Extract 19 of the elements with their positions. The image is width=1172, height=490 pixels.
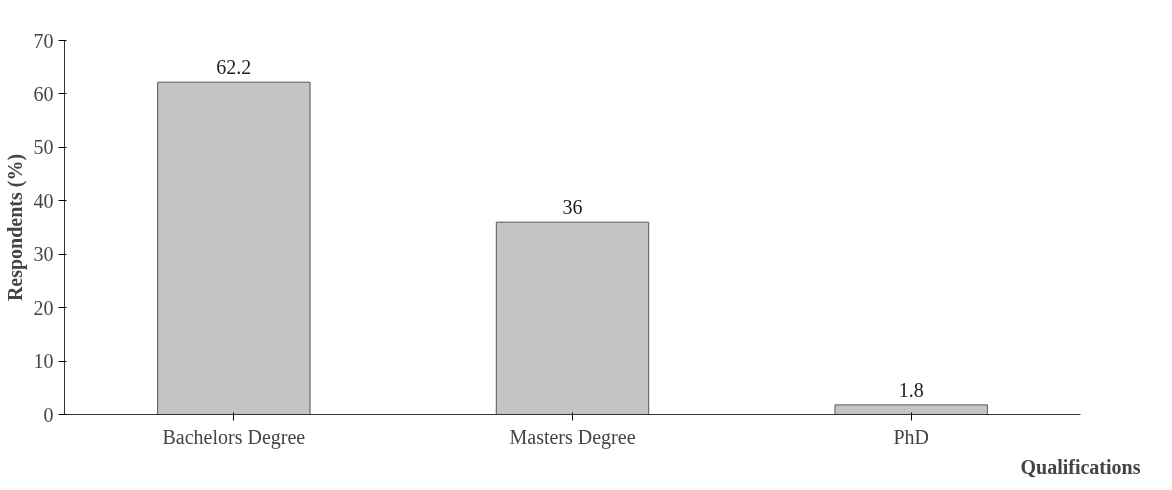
y-tick-label: 0 <box>43 403 54 426</box>
bar <box>157 81 311 415</box>
data-label: 1.8 <box>898 378 924 401</box>
y-tick-label: 60 <box>33 82 54 105</box>
x-tick-label: Masters Degree <box>509 425 636 449</box>
bar <box>834 404 988 415</box>
x-tick-label: Bachelors Degree <box>162 425 306 449</box>
data-label: 62.2 <box>216 56 252 79</box>
y-tick-label: 10 <box>33 350 54 373</box>
y-tick-label: 70 <box>33 29 54 52</box>
x-tick-label: PhD <box>893 425 929 448</box>
y-tick-label: 20 <box>33 296 54 319</box>
y-tick-label: 50 <box>33 136 54 159</box>
y-tick-label: 30 <box>33 243 54 266</box>
bar <box>495 221 650 415</box>
y-axis-title: Respondents (%) <box>3 153 27 302</box>
x-axis-title: Qualifications <box>1020 455 1141 478</box>
y-tick-label: 40 <box>33 189 54 212</box>
data-label: 36 <box>562 196 583 219</box>
